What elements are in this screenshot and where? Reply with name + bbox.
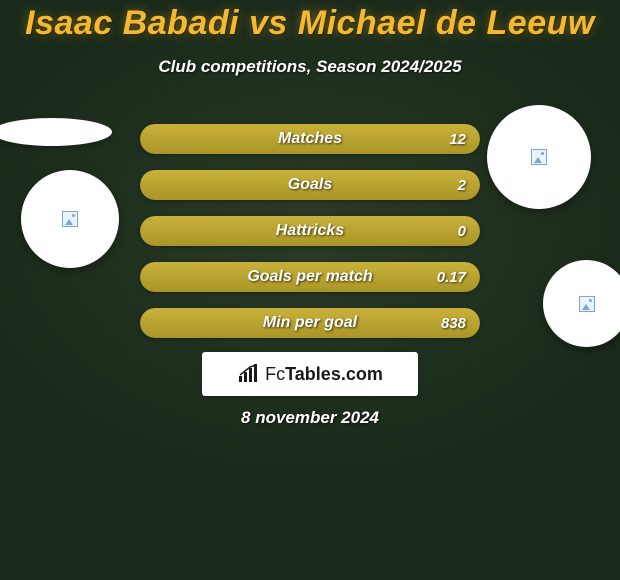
stat-value: 838: [441, 315, 466, 332]
avatar-oval: [0, 118, 112, 146]
stat-value: 0: [458, 223, 466, 240]
stat-label: Matches: [140, 130, 480, 148]
brand-badge: FcTables.com: [202, 352, 418, 396]
snapshot-date: 8 november 2024: [0, 408, 620, 428]
brand-chart-icon: [237, 364, 261, 384]
avatar-circle: [543, 260, 620, 347]
page-title: Isaac Babadi vs Michael de Leeuw: [0, 0, 620, 43]
avatar-circle: [487, 105, 591, 209]
stat-bar: Goals 2: [140, 170, 480, 200]
page-subtitle: Club competitions, Season 2024/2025: [0, 57, 620, 77]
stat-label: Goals per match: [140, 268, 480, 286]
stat-bar: Hattricks 0: [140, 216, 480, 246]
stat-label: Goals: [140, 176, 480, 194]
avatar-circle: [21, 170, 119, 268]
stats-bars: Matches 12 Goals 2 Hattricks 0 Goals per…: [140, 124, 480, 354]
stat-label: Min per goal: [140, 314, 480, 332]
stat-bar: Min per goal 838: [140, 308, 480, 338]
stat-value: 2: [458, 177, 466, 194]
stat-label: Hattricks: [140, 222, 480, 240]
brand-text: FcTables.com: [265, 364, 383, 385]
stat-bar: Matches 12: [140, 124, 480, 154]
placeholder-image-icon: [62, 211, 78, 227]
stat-bar: Goals per match 0.17: [140, 262, 480, 292]
stat-value: 12: [449, 131, 466, 148]
stat-value: 0.17: [437, 269, 466, 286]
placeholder-image-icon: [579, 296, 595, 312]
placeholder-image-icon: [531, 149, 547, 165]
